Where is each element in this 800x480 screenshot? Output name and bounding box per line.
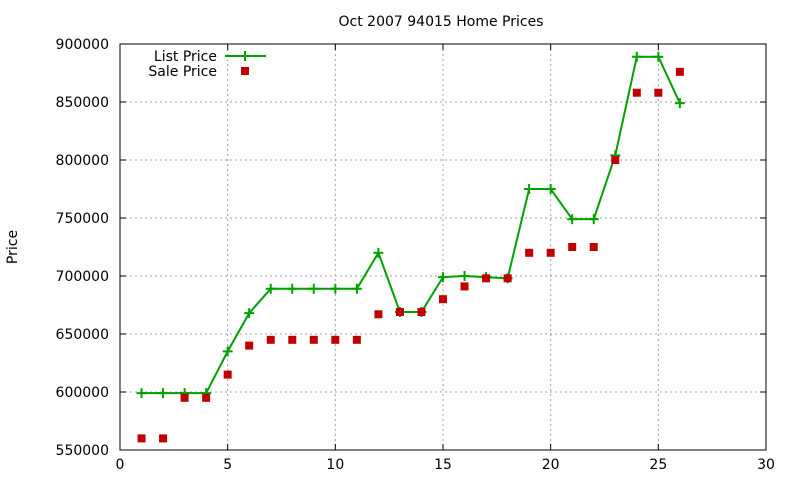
x-tick-label: 20 [542, 457, 560, 473]
x-tick-label: 5 [223, 457, 232, 473]
sale-price-point [632, 88, 641, 97]
list-price-point [674, 98, 685, 109]
y-axis-label: Price [5, 230, 21, 264]
list-price-point [244, 308, 255, 319]
x-tick-label: 25 [649, 457, 667, 473]
sale-price-point [288, 335, 297, 344]
list-price-point [330, 283, 341, 294]
list-price-point [222, 346, 233, 357]
sale-price-point [503, 274, 512, 283]
y-tick-label: 800000 [56, 153, 109, 169]
sale-price-point [417, 307, 426, 316]
y-tick-label: 550000 [56, 443, 109, 459]
list-price-point [524, 184, 535, 194]
legend-label-sale-price: Sale Price [148, 64, 217, 80]
series [136, 51, 685, 443]
x-tick-label: 15 [434, 457, 452, 473]
grid [120, 44, 766, 450]
sale-price-point [460, 282, 469, 291]
sale-price-point [266, 335, 275, 344]
list-price-point [351, 283, 362, 294]
list-price-line [141, 55, 681, 395]
sale-price-point [331, 335, 340, 344]
x-tick-label: 0 [116, 457, 125, 473]
y-tick-label: 700000 [56, 269, 109, 285]
list-price-point [588, 214, 599, 225]
sale-price-point [374, 310, 383, 319]
sale-price-point [611, 156, 620, 164]
sale-price-point [309, 335, 318, 344]
x-tick-label: 10 [326, 457, 344, 473]
legend-swatch-list-price [225, 51, 266, 61]
sale-price-point [439, 295, 447, 304]
list-price-point [631, 51, 642, 62]
ticks: 0 5 10 15 20 25 30 550000 600000 650000 700000 7500… [56, 37, 775, 473]
list-price-point [373, 247, 384, 258]
chart-title: Oct 2007 94015 Home Prices [339, 14, 544, 30]
list-price-point [265, 283, 276, 294]
sale-price-point [245, 341, 254, 350]
sale-price-point [568, 243, 577, 251]
sale-price-point [352, 335, 361, 344]
sale-price-point [589, 243, 598, 251]
sale-price-point [546, 248, 555, 257]
sale-price-point [223, 370, 232, 379]
list-price-point [308, 283, 319, 294]
sale-price-point [525, 248, 534, 257]
legend: List Price Sale Price [148, 49, 266, 80]
y-tick-label: 600000 [56, 385, 109, 401]
list-price-point [438, 272, 448, 283]
y-tick-label: 900000 [56, 37, 109, 53]
sale-price-point [395, 307, 404, 316]
list-price-point [287, 283, 298, 294]
sale-price-point [159, 434, 168, 443]
sale-price-point [202, 393, 211, 402]
sale-price-point [482, 274, 491, 283]
sale-price-point [180, 393, 189, 402]
list-price-point [136, 388, 147, 399]
list-price-point [653, 51, 664, 62]
x-tick-label: 30 [757, 457, 775, 473]
sale-price-point [654, 88, 663, 97]
list-price-point [158, 388, 169, 399]
list-price-point [567, 214, 578, 225]
sale-price-point [137, 434, 146, 443]
sale-price-point [675, 67, 684, 76]
y-tick-label: 650000 [56, 327, 109, 343]
legend-label-list-price: List Price [154, 49, 217, 65]
y-tick-label: 750000 [56, 211, 109, 227]
list-price-point [545, 184, 556, 194]
y-tick-label: 850000 [56, 95, 109, 111]
list-price-point [459, 271, 470, 281]
legend-swatch-sale-price [241, 67, 249, 75]
